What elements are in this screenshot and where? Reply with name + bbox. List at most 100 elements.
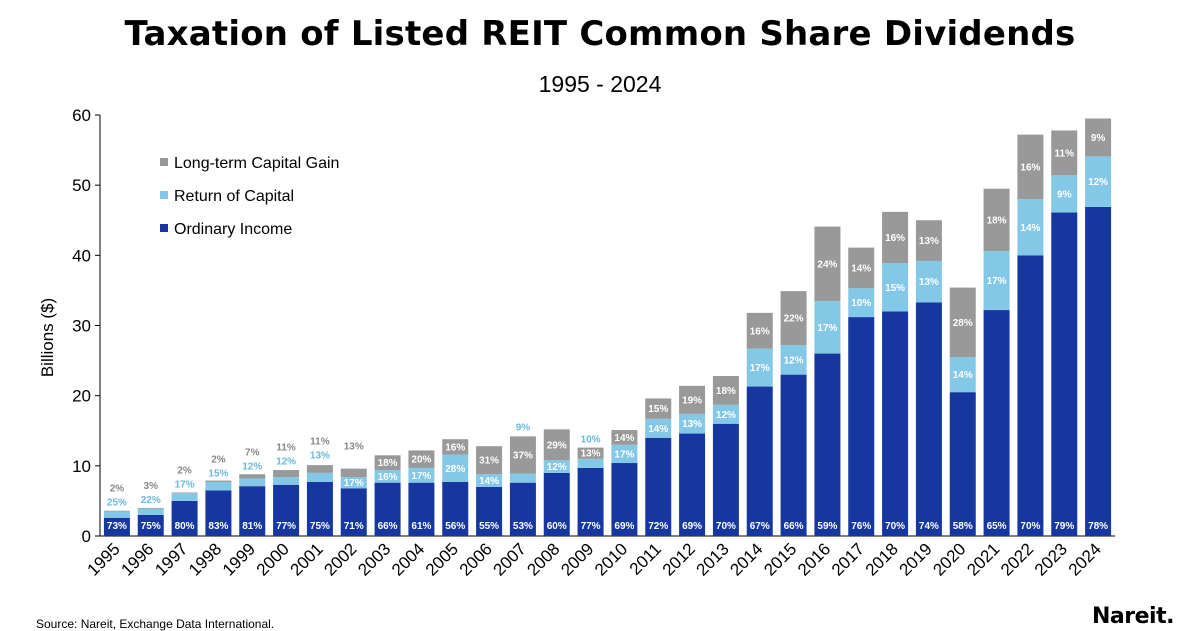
x-tick-label: 2005 [422,539,462,579]
bar-segment-return-of-capital [983,251,1010,311]
bar-segment-ordinary-income [273,484,300,536]
data-label-ordinary-income: 69% [614,521,634,532]
data-label-ordinary-income: 76% [851,521,871,532]
bar-segment-return-of-capital [137,508,164,515]
x-tick-label: 2009 [557,539,597,579]
bar-segment-return-of-capital [273,477,300,485]
data-label-capital-gain: 18% [716,386,736,397]
bar-segment-ordinary-income [645,437,672,536]
data-label-ordinary-income: 59% [817,521,837,532]
data-label-capital-gain: 16% [885,233,905,244]
data-label-ordinary-income: 75% [310,521,330,532]
data-label-return-of-capital: 15% [208,468,228,479]
x-tick-label: 2008 [523,539,563,579]
data-label-return-of-capital: 14% [953,370,973,381]
bar-segment-return-of-capital [442,454,469,482]
data-label-capital-gain: 13% [919,236,939,247]
bar-segment-ordinary-income [882,311,909,536]
data-label-ordinary-income: 78% [1088,521,1108,532]
x-tick-label: 2017 [828,539,868,579]
x-tick-label: 2012 [659,539,699,579]
data-label-ordinary-income: 70% [716,521,736,532]
legend-swatch-capital-gain [160,158,168,166]
bar-segment-ordinary-income [1051,212,1078,536]
data-label-ordinary-income: 61% [411,521,431,532]
data-label-ordinary-income: 81% [242,521,262,532]
data-label-return-of-capital: 17% [750,363,770,374]
x-tick-label: 2007 [490,539,530,579]
data-label-return-of-capital: 10% [851,298,871,309]
x-tick-label: 2000 [253,539,293,579]
data-label-ordinary-income: 83% [208,521,228,532]
bar-segment-capital-gain [949,287,976,358]
bar-segment-capital-gain [442,439,469,455]
data-label-ordinary-income: 58% [953,521,973,532]
data-label-capital-gain: 13% [581,449,601,460]
bar-segment-return-of-capital [712,404,739,424]
x-tick-label: 2003 [354,539,394,579]
data-label-capital-gain: 2% [110,484,125,495]
bar-segment-ordinary-income [171,500,198,536]
bar-segment-return-of-capital [103,511,130,518]
bar-segment-return-of-capital [746,348,773,387]
bar-segment-ordinary-income [543,472,570,536]
bar-segment-ordinary-income [949,392,976,536]
data-label-ordinary-income: 65% [987,521,1007,532]
data-label-capital-gain: 20% [411,455,431,466]
bar-segment-capital-gain [1017,134,1044,200]
data-label-return-of-capital: 13% [682,419,702,430]
x-tick-label: 2018 [862,539,902,579]
bar-segment-capital-gain [814,226,841,301]
bar-segment-return-of-capital [476,474,503,487]
bar-segment-capital-gain [645,398,672,419]
legend-swatch-return-of-capital [160,191,168,199]
bar-segment-ordinary-income [1085,206,1112,536]
data-label-return-of-capital: 17% [411,471,431,482]
data-label-return-of-capital: 12% [784,355,804,366]
x-tick-label: 2015 [760,539,800,579]
data-label-return-of-capital: 10% [581,435,601,446]
bar-segment-ordinary-income [137,514,164,536]
bar-segment-capital-gain [408,450,435,468]
data-label-return-of-capital: 16% [378,472,398,483]
data-label-ordinary-income: 60% [547,521,567,532]
bar-segment-ordinary-income [712,423,739,536]
y-tick-label: 30 [72,317,91,336]
bar-segment-capital-gain [1085,118,1112,157]
bar-segment-capital-gain [306,465,333,473]
bar-segment-capital-gain [848,247,875,289]
data-label-return-of-capital: 14% [1020,223,1040,234]
bar-segment-ordinary-income [983,310,1010,536]
data-label-capital-gain: 7% [245,447,260,458]
x-tick-label: 2019 [896,539,936,579]
y-tick-label: 60 [72,106,91,125]
bar-segment-return-of-capital [577,458,604,468]
bar-segment-ordinary-income [408,482,435,536]
x-tick-label: 2001 [287,539,327,579]
bar-segment-return-of-capital [408,467,435,483]
bar-segment-capital-gain [171,492,198,494]
bar-segment-capital-gain [509,436,536,474]
x-tick-label: 1997 [151,539,191,579]
bar-segment-capital-gain [1051,130,1078,176]
data-label-ordinary-income: 77% [581,521,601,532]
data-label-capital-gain: 18% [987,215,1007,226]
bar-segment-ordinary-income [476,486,503,536]
data-label-ordinary-income: 77% [276,521,296,532]
bar-segment-capital-gain [882,211,909,264]
data-label-ordinary-income: 66% [784,521,804,532]
x-tick-label: 2021 [963,539,1003,579]
bar-segment-capital-gain [340,468,367,478]
x-tick-label: 2004 [388,539,428,579]
data-label-capital-gain: 2% [177,465,192,476]
bar-segment-ordinary-income [848,317,875,536]
bar-segment-return-of-capital [645,418,672,438]
bar-segment-capital-gain [915,220,942,261]
data-label-capital-gain: 18% [378,458,398,469]
data-label-return-of-capital: 12% [1088,177,1108,188]
data-label-ordinary-income: 53% [513,521,533,532]
bar-segment-return-of-capital [1017,199,1044,256]
data-label-capital-gain: 22% [784,314,804,325]
x-tick-label: 2002 [320,539,360,579]
data-label-ordinary-income: 80% [175,521,195,532]
